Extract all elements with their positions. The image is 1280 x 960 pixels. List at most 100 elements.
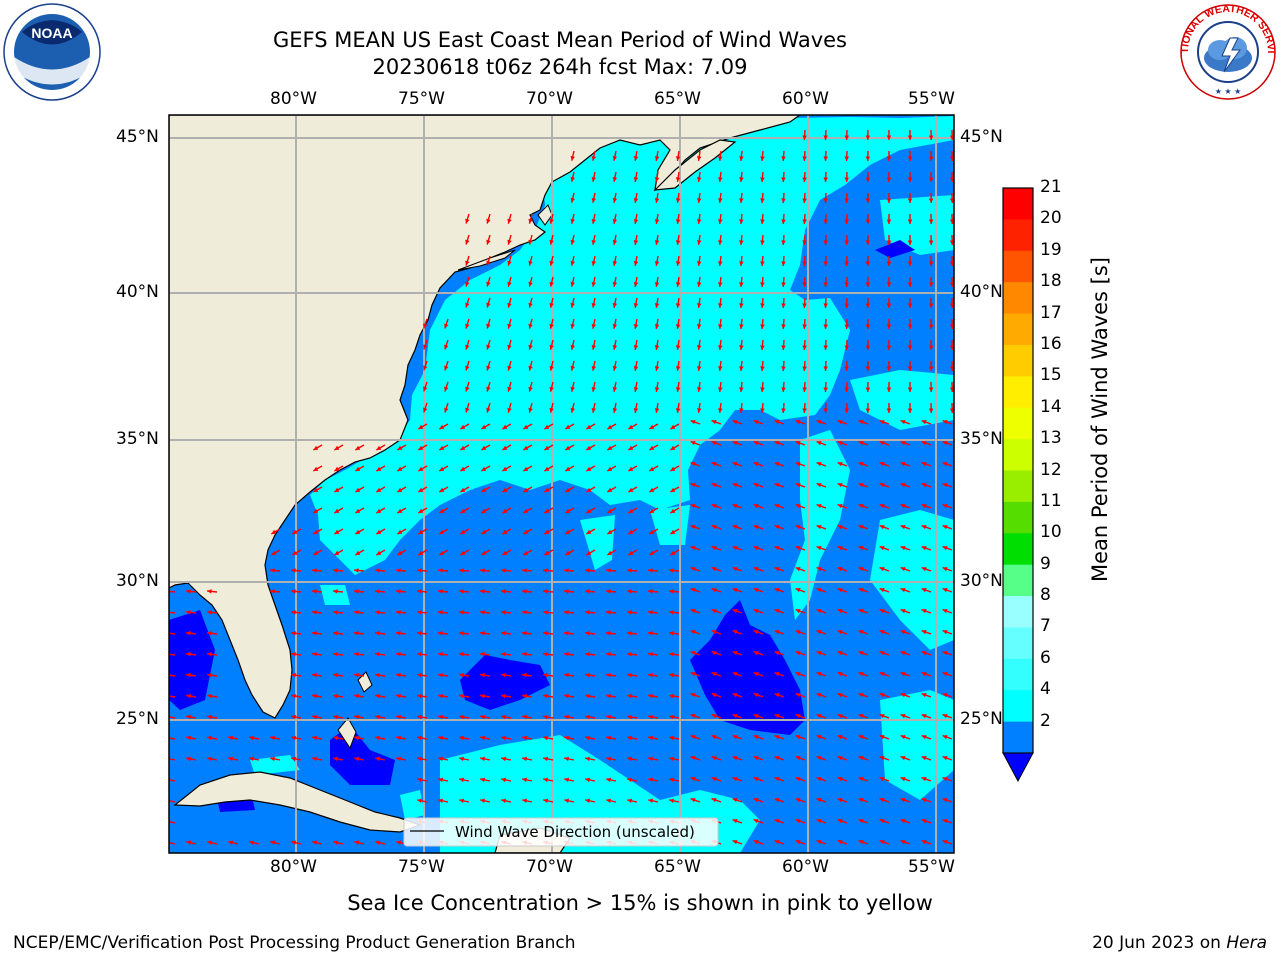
wind-wave-arrowhead [858,503,864,509]
wind-wave-arrowhead [334,466,340,471]
wind-wave-arrowhead [690,692,696,698]
wind-wave-arrowhead [858,419,864,425]
wind-wave-arrowhead [865,303,871,308]
wind-wave-arrowhead [481,445,487,450]
wind-wave-arrowhead [585,610,590,615]
wind-wave-arrowhead [633,387,639,392]
wind-wave-arrowhead [879,503,885,509]
wind-wave-arrowhead [549,302,554,308]
wind-wave-arrowhead [270,589,275,594]
wind-wave-arrowhead [270,756,275,762]
wind-wave-arrowhead [816,734,822,740]
wind-wave-arrowhead [312,840,318,845]
wind-wave-arrowhead [669,568,674,573]
wind-wave-arrowhead [628,529,634,534]
wind-wave-arrowhead [928,219,934,224]
wind-wave-arrowhead [654,345,660,350]
wind-wave-arrowhead [585,651,590,657]
wind-wave-arrowhead [928,156,934,161]
wind-wave-arrowhead [949,324,954,329]
wind-wave-arrowhead [858,671,864,677]
wind-wave-arrowhead [879,671,885,677]
wind-wave-arrowhead [423,365,428,371]
wind-wave-arrowhead [627,798,633,804]
wind-wave-arrowhead [696,345,702,350]
wind-wave-arrowhead [312,672,317,678]
wind-wave-arrowhead [334,487,340,492]
wind-wave-arrowhead [565,445,571,450]
wind-wave-arrowhead [528,386,533,392]
wind-wave-arrow [169,716,176,719]
lat-label-left: 35°N [116,429,159,449]
wind-wave-arrowhead [522,568,527,573]
wind-wave-arrowhead [921,566,927,572]
colorbar-tick-label: 7 [1040,616,1051,637]
wind-wave-arrowhead [858,776,864,782]
wind-wave-arrowhead [501,672,506,678]
wind-wave-arrowhead [480,672,485,678]
colorbar-tick-label: 12 [1040,459,1062,480]
wind-wave-arrowhead [480,735,485,741]
wind-wave-arrowhead [732,650,738,656]
wind-wave-arrowhead [313,466,319,471]
wind-wave-arrowhead [718,387,723,392]
wind-wave-arrowhead [312,610,317,615]
wind-wave-arrowhead [795,482,801,488]
wind-wave-arrowhead [949,219,954,224]
wind-wave-arrowhead [781,156,786,161]
wind-wave-arrowhead [921,440,927,446]
map-frame [168,114,955,854]
wind-wave-arrowhead [690,461,696,467]
wind-wave-arrowhead [823,303,828,308]
wind-wave-arrowhead [648,568,653,573]
wind-wave-arrowhead [753,503,759,509]
wind-wave-arrowhead [586,529,592,534]
lon-label-top: 75°W [398,89,445,109]
wind-wave-arrowhead [732,608,738,614]
wind-wave-arrowhead [333,589,338,594]
wind-wave-arrowhead [438,735,443,741]
wind-wave-arrowhead [418,508,424,513]
wind-wave-arrowhead [795,755,801,761]
wind-wave-arrowhead [586,487,592,492]
wind-wave-arrowhead [654,219,660,224]
colorbar-segment [1003,407,1033,440]
wind-wave-arrowhead [921,608,927,614]
wind-wave-arrowhead [507,365,512,371]
wind-wave-arrow [169,758,176,761]
wind-wave-arrowhead [486,218,491,224]
wind-wave-arrowhead [795,419,801,425]
wind-wave-arrowhead [900,482,906,488]
wind-wave-arrow [169,737,176,740]
wind-wave-arrowhead [942,608,948,614]
wind-wave-arrowhead [591,281,597,287]
wind-wave-arrowhead [844,135,850,140]
wind-wave-arrowhead [858,839,864,845]
wind-wave-arrowhead [844,282,850,287]
wind-wave-arrowhead [774,692,780,698]
colorbar-segment [1003,627,1033,660]
wind-wave-arrowhead [439,487,445,492]
wind-wave-arrowhead [480,631,485,636]
wind-wave-arrowhead [460,424,466,429]
colorbar-tick-label: 10 [1040,522,1062,543]
wind-wave-arrowhead [675,408,681,413]
wind-wave-arrowhead [753,839,759,845]
wind-wave-arrowhead [501,589,506,594]
wind-wave-arrowhead [949,135,954,140]
wind-wave-arrowhead [858,545,864,551]
wind-wave-arrowhead [628,550,634,555]
wind-wave-arrowhead [711,755,717,761]
wind-wave-arrowhead [739,177,744,182]
wind-wave-arrowhead [696,366,702,371]
wind-wave-arrowhead [444,407,449,413]
wind-wave-arrowhead [648,756,653,762]
wind-wave-arrowhead [690,629,696,635]
wind-wave-arrowhead [844,387,850,392]
wind-wave-arrowhead [879,839,885,845]
wind-wave-arrowhead [459,568,464,573]
wind-wave-arrowhead [696,156,702,161]
wind-wave-arrowhead [942,818,948,824]
wind-wave-arrowhead [570,218,575,224]
wind-wave-arrowhead [291,735,296,741]
